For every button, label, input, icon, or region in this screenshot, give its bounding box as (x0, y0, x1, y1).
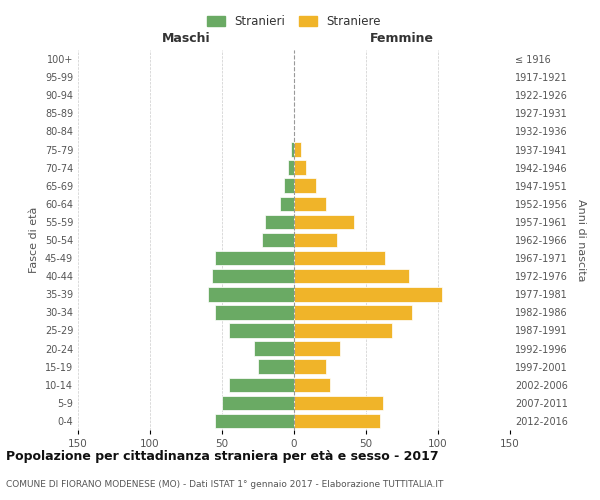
Bar (215, 414, 294, 428)
Bar (294, 414, 380, 428)
Bar (262, 233, 294, 247)
Text: Maschi: Maschi (161, 32, 211, 44)
Bar (294, 142, 301, 157)
Bar (294, 214, 355, 229)
Bar (215, 251, 294, 266)
Bar (294, 378, 330, 392)
Bar (265, 214, 294, 229)
Legend: Stranieri, Straniere: Stranieri, Straniere (202, 10, 386, 32)
Bar (294, 251, 385, 266)
Bar (294, 269, 409, 283)
Bar (294, 196, 326, 211)
Bar (258, 360, 294, 374)
Bar (222, 396, 294, 410)
Text: Popolazione per cittadinanza straniera per età e sesso - 2017: Popolazione per cittadinanza straniera p… (6, 450, 439, 463)
Bar (215, 305, 294, 320)
Bar (294, 160, 305, 175)
Y-axis label: Fasce di età: Fasce di età (29, 207, 39, 273)
Bar (229, 323, 294, 338)
Y-axis label: Anni di nascita: Anni di nascita (576, 198, 586, 281)
Bar (294, 360, 326, 374)
Bar (280, 196, 294, 211)
Bar (229, 378, 294, 392)
Bar (294, 178, 316, 193)
Bar (294, 305, 412, 320)
Bar (294, 396, 383, 410)
Bar (284, 178, 294, 193)
Bar (208, 287, 294, 302)
Bar (294, 233, 337, 247)
Bar (212, 269, 294, 283)
Text: COMUNE DI FIORANO MODENESE (MO) - Dati ISTAT 1° gennaio 2017 - Elaborazione TUTT: COMUNE DI FIORANO MODENESE (MO) - Dati I… (6, 480, 443, 489)
Bar (294, 323, 392, 338)
Bar (254, 342, 294, 356)
Text: Femmine: Femmine (370, 32, 434, 44)
Bar (294, 342, 340, 356)
Bar (294, 287, 442, 302)
Bar (288, 160, 294, 175)
Bar (291, 142, 294, 157)
